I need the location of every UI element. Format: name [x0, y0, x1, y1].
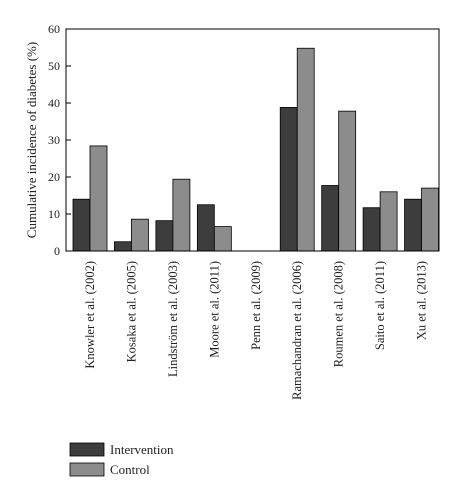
legend-swatch-control — [69, 462, 105, 477]
legend-swatch-intervention — [69, 442, 105, 457]
bar-intervention-8 — [404, 198, 422, 252]
x-tick-label-8: Xu et al. (2013) — [415, 261, 429, 340]
x-tick-label-3: Moore et al. (2011) — [207, 261, 221, 358]
y-axis-title: Cumulative incidence of diabetes (%) — [24, 42, 39, 238]
bar-control-3 — [213, 226, 232, 252]
legend-label-intervention: Intervention — [110, 442, 174, 457]
y-tick-label-20: 20 — [48, 170, 60, 184]
bar-control-1 — [131, 218, 149, 252]
bar-intervention-7 — [362, 207, 381, 252]
y-tick-label-10: 10 — [48, 207, 60, 221]
x-tick-label-5: Ramachandran et al. (2006) — [290, 261, 304, 400]
y-axis-ticks: 0 10 20 30 40 50 60 — [48, 22, 71, 258]
bar-control-5 — [296, 47, 315, 252]
y-tick-label-0: 0 — [54, 244, 60, 258]
bar-control-6 — [338, 110, 357, 252]
bar-intervention-0 — [72, 198, 91, 252]
x-tick-label-4: Penn et al. (2009) — [249, 261, 263, 350]
bar-intervention-1 — [114, 241, 132, 252]
y-tick-label-30: 30 — [48, 133, 60, 147]
y-tick-label-50: 50 — [48, 59, 60, 73]
x-axis-labels: Knowler et al. (2002) Kosaka et al. (2005… — [83, 261, 429, 400]
bar-intervention-5 — [279, 107, 298, 252]
y-tick-label-40: 40 — [48, 96, 60, 110]
x-tick-label-0: Knowler et al. (2002) — [83, 261, 97, 369]
bar-control-8 — [421, 187, 439, 252]
x-tick-label-1: Kosaka et al. (2005) — [124, 261, 138, 362]
legend: Intervention Control — [69, 442, 174, 477]
y-tick-label-60: 60 — [48, 22, 60, 36]
bar-intervention-3 — [196, 204, 215, 252]
plot-frame — [65, 28, 440, 252]
bar-intervention-2 — [155, 220, 174, 252]
x-tick-label-6: Roumen et al. (2008) — [332, 261, 346, 367]
bar-control-7 — [379, 191, 398, 252]
legend-label-control: Control — [110, 462, 150, 477]
bar-control-2 — [172, 178, 191, 252]
x-tick-label-7: Saito et al. (2011) — [373, 261, 387, 350]
bars-group — [72, 47, 439, 252]
x-tick-label-2: Lindström et al. (2003) — [166, 261, 180, 377]
bar-control-0 — [89, 145, 108, 252]
bar-intervention-6 — [321, 185, 340, 252]
